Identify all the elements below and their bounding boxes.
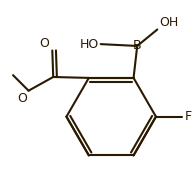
Text: B: B [133,39,142,52]
Text: OH: OH [160,16,179,29]
Text: O: O [39,37,49,50]
Text: O: O [17,92,27,105]
Text: F: F [185,110,192,123]
Text: HO: HO [79,38,98,51]
